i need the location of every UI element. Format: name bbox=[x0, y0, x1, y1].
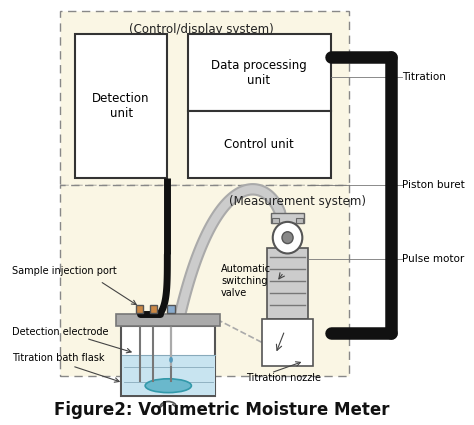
Text: Titration nozzle: Titration nozzle bbox=[246, 373, 321, 383]
FancyBboxPatch shape bbox=[121, 326, 215, 396]
Text: Detection electrode: Detection electrode bbox=[12, 327, 109, 337]
FancyBboxPatch shape bbox=[167, 305, 175, 313]
FancyBboxPatch shape bbox=[117, 314, 220, 326]
Ellipse shape bbox=[169, 357, 173, 363]
Circle shape bbox=[273, 222, 302, 253]
FancyBboxPatch shape bbox=[75, 34, 167, 178]
Ellipse shape bbox=[145, 379, 191, 393]
FancyBboxPatch shape bbox=[150, 305, 157, 313]
Text: Control unit: Control unit bbox=[224, 139, 294, 151]
FancyBboxPatch shape bbox=[136, 305, 143, 313]
FancyBboxPatch shape bbox=[262, 319, 313, 366]
FancyBboxPatch shape bbox=[267, 247, 308, 319]
Text: Detection
unit: Detection unit bbox=[92, 92, 150, 120]
FancyBboxPatch shape bbox=[122, 356, 215, 394]
Text: Piston buret: Piston buret bbox=[402, 180, 465, 190]
FancyBboxPatch shape bbox=[296, 218, 303, 223]
Text: Figure2: Volumetric Moisture Meter: Figure2: Volumetric Moisture Meter bbox=[54, 401, 390, 419]
Text: Automatic
switching
valve: Automatic switching valve bbox=[221, 264, 271, 298]
Text: (Control/display system): (Control/display system) bbox=[129, 23, 274, 36]
FancyBboxPatch shape bbox=[60, 185, 349, 376]
FancyBboxPatch shape bbox=[60, 11, 349, 185]
Circle shape bbox=[282, 232, 293, 244]
FancyBboxPatch shape bbox=[188, 34, 331, 111]
Text: Titration bath flask: Titration bath flask bbox=[12, 353, 105, 363]
FancyBboxPatch shape bbox=[188, 111, 331, 178]
Text: Data processing
unit: Data processing unit bbox=[211, 59, 307, 87]
Text: Pulse motor: Pulse motor bbox=[402, 255, 465, 264]
Text: Titration: Titration bbox=[402, 72, 446, 82]
Text: (Measurement system): (Measurement system) bbox=[229, 195, 366, 208]
FancyBboxPatch shape bbox=[272, 218, 279, 223]
Text: Sample injection port: Sample injection port bbox=[12, 266, 117, 276]
FancyBboxPatch shape bbox=[271, 213, 304, 223]
